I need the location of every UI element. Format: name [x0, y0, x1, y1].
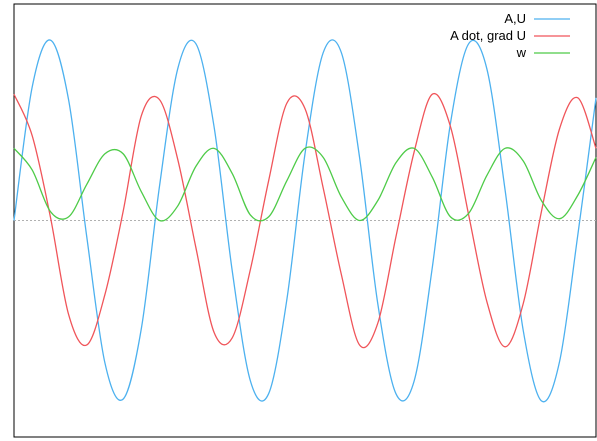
legend-label-1: A,U — [504, 11, 526, 26]
legend-label-3: w — [516, 45, 527, 60]
series-layer — [13, 39, 597, 403]
series-line-3 — [13, 146, 597, 222]
legend: A,U A dot, grad U w — [450, 11, 570, 60]
legend-label-2: A dot, grad U — [450, 28, 526, 43]
series-line-1 — [13, 39, 597, 403]
series-line-2 — [13, 92, 597, 349]
